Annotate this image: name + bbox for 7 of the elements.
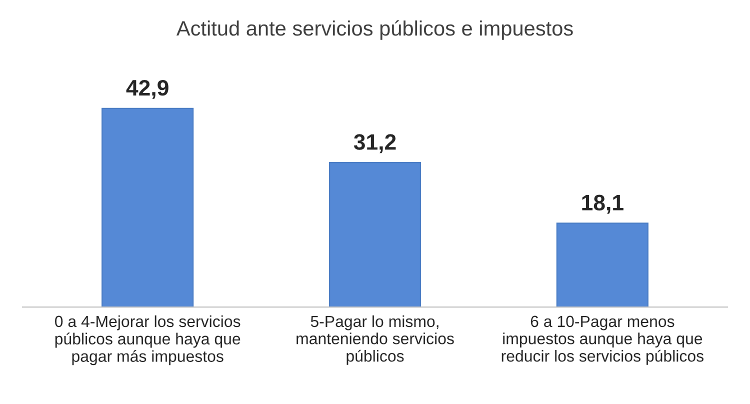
chart-title: Actitud ante servicios públicos e impuestos (176, 20, 573, 40)
x-tick-label: 0 a 4-Mejorar los servicios públicos aunque haya que pagar más impuestos (55, 315, 240, 366)
x-tick-label: 5-Pagar lo mismo, manteniendo servicios públicos (296, 315, 454, 365)
data-label: 31,2 (354, 134, 396, 154)
x-tick-label: 6 a 10-Pagar menos impuestos aunque haya que reducir los servicios públicos (502, 316, 704, 365)
data-label: 42,9 (126, 80, 168, 99)
data-label: 18,1 (582, 194, 624, 214)
